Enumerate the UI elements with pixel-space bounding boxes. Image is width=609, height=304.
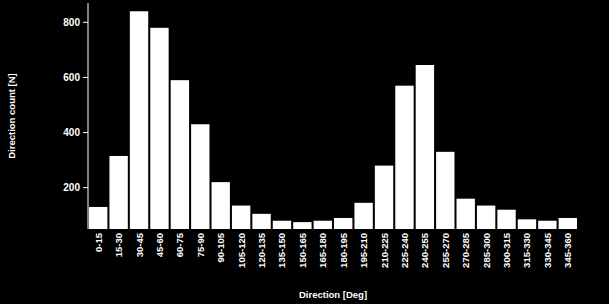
x-tick-label: 15-30 [113,233,124,257]
bar [497,210,515,229]
bar [191,124,209,229]
x-tick-label: 300-315 [501,232,512,268]
x-tick-label: 30-45 [134,232,145,257]
bar [252,214,270,229]
bar [559,218,577,229]
y-tick-label: 800 [63,17,80,28]
bar [150,28,168,229]
bar [334,218,352,229]
y-tick-label: 600 [63,72,80,83]
y-tick [83,22,88,23]
bar [130,11,148,229]
x-tick-label: 120-135 [256,232,267,268]
y-axis-title: Direction count [N] [6,73,17,159]
bar [109,156,127,229]
x-tick-label: 135-150 [276,233,287,268]
bar [212,182,230,229]
x-tick-label: 105-120 [236,233,247,268]
bar [232,206,250,229]
x-tick-label: 45-60 [154,233,165,257]
x-axis-title: Direction [Deg] [299,289,367,300]
bar [314,221,332,229]
y-tick [83,132,88,133]
bar [416,65,434,229]
bar [273,221,291,229]
x-tick-label: 315-330 [521,233,532,268]
x-tick-label: 195-210 [358,233,369,268]
y-tick-label: 200 [63,182,80,193]
x-tick-label: 270-285 [460,232,471,268]
x-tick-label: 240-255 [419,232,430,268]
background [0,0,609,304]
x-tick-label: 165-180 [317,233,328,268]
bar [518,219,536,229]
bars [89,11,577,229]
y-tick-label: 400 [63,127,80,138]
x-tick-label: 330-345 [542,232,553,268]
y-axis [88,3,89,229]
x-tick-label: 60-75 [174,232,185,257]
bar [457,199,475,229]
x-tick-label: 210-225 [379,232,390,268]
bar [354,203,372,229]
x-tick-label: 180-195 [338,232,349,268]
bar [477,206,495,229]
x-tick-label: 150-165 [297,232,308,268]
x-tick-label: 90-105 [215,232,226,262]
y-tick [83,187,88,188]
bar [89,207,107,229]
x-tick-label: 0-15 [93,232,104,252]
x-tick-label: 255-270 [440,233,451,268]
bar [436,152,454,229]
x-tick-label: 225-240 [399,233,410,268]
chart: 200 400 600 800 0-15 15-30 30-45 45-60 60-75 75-9… [0,0,609,304]
bar [395,86,413,229]
y-tick [83,77,88,78]
bar [538,221,556,229]
x-tick-label: 285-300 [481,233,492,268]
x-tick-label: 345-360 [562,233,573,268]
bar [293,222,311,229]
bar [171,80,189,229]
bar [375,166,393,229]
x-tick-label: 75-90 [195,233,206,257]
